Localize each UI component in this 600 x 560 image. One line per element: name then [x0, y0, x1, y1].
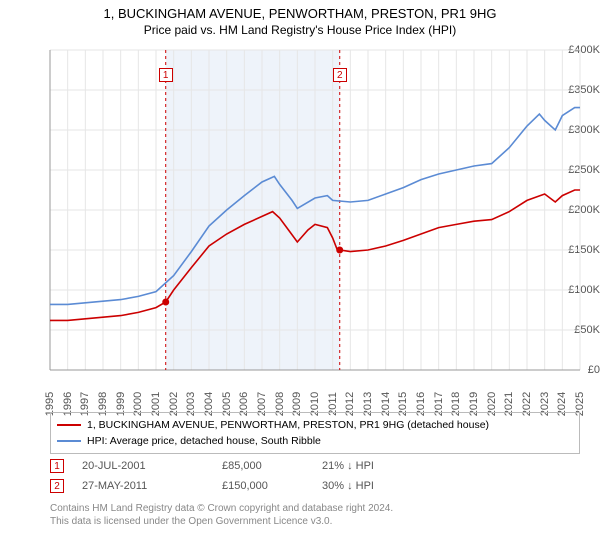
sale-date: 27-MAY-2011 [82, 480, 222, 492]
legend-item-hpi: HPI: Average price, detached house, Sout… [57, 433, 573, 449]
footer-line-2: This data is licensed under the Open Gov… [50, 515, 393, 528]
sale-diff: 30% ↓ HPI [322, 480, 442, 492]
footer-line-1: Contains HM Land Registry data © Crown c… [50, 502, 393, 515]
sale-row: 2 27-MAY-2011£150,00030% ↓ HPI [50, 476, 442, 496]
sale-table: 1 20-JUL-2001£85,00021% ↓ HPI 2 27-MAY-2011… [50, 456, 442, 496]
sale-badge: 2 [50, 479, 64, 493]
legend-swatch-hpi [57, 440, 81, 442]
sale-marker-badge: 2 [333, 68, 347, 82]
legend-label-property: 1, BUCKINGHAM AVENUE, PENWORTHAM, PRESTO… [87, 419, 489, 431]
sale-price: £150,000 [222, 480, 322, 492]
chart-plot [0, 0, 600, 372]
sale-diff: 21% ↓ HPI [322, 460, 442, 472]
sale-marker-badge: 1 [159, 68, 173, 82]
legend: 1, BUCKINGHAM AVENUE, PENWORTHAM, PRESTO… [50, 412, 580, 454]
legend-label-hpi: HPI: Average price, detached house, Sout… [87, 435, 321, 447]
sale-badge: 1 [50, 459, 64, 473]
chart-container: 1, BUCKINGHAM AVENUE, PENWORTHAM, PRESTO… [0, 0, 600, 560]
footer-attribution: Contains HM Land Registry data © Crown c… [50, 502, 393, 528]
sale-row: 1 20-JUL-2001£85,00021% ↓ HPI [50, 456, 442, 476]
sale-price: £85,000 [222, 460, 322, 472]
sale-date: 20-JUL-2001 [82, 460, 222, 472]
legend-item-property: 1, BUCKINGHAM AVENUE, PENWORTHAM, PRESTO… [57, 417, 573, 433]
legend-swatch-property [57, 424, 81, 426]
